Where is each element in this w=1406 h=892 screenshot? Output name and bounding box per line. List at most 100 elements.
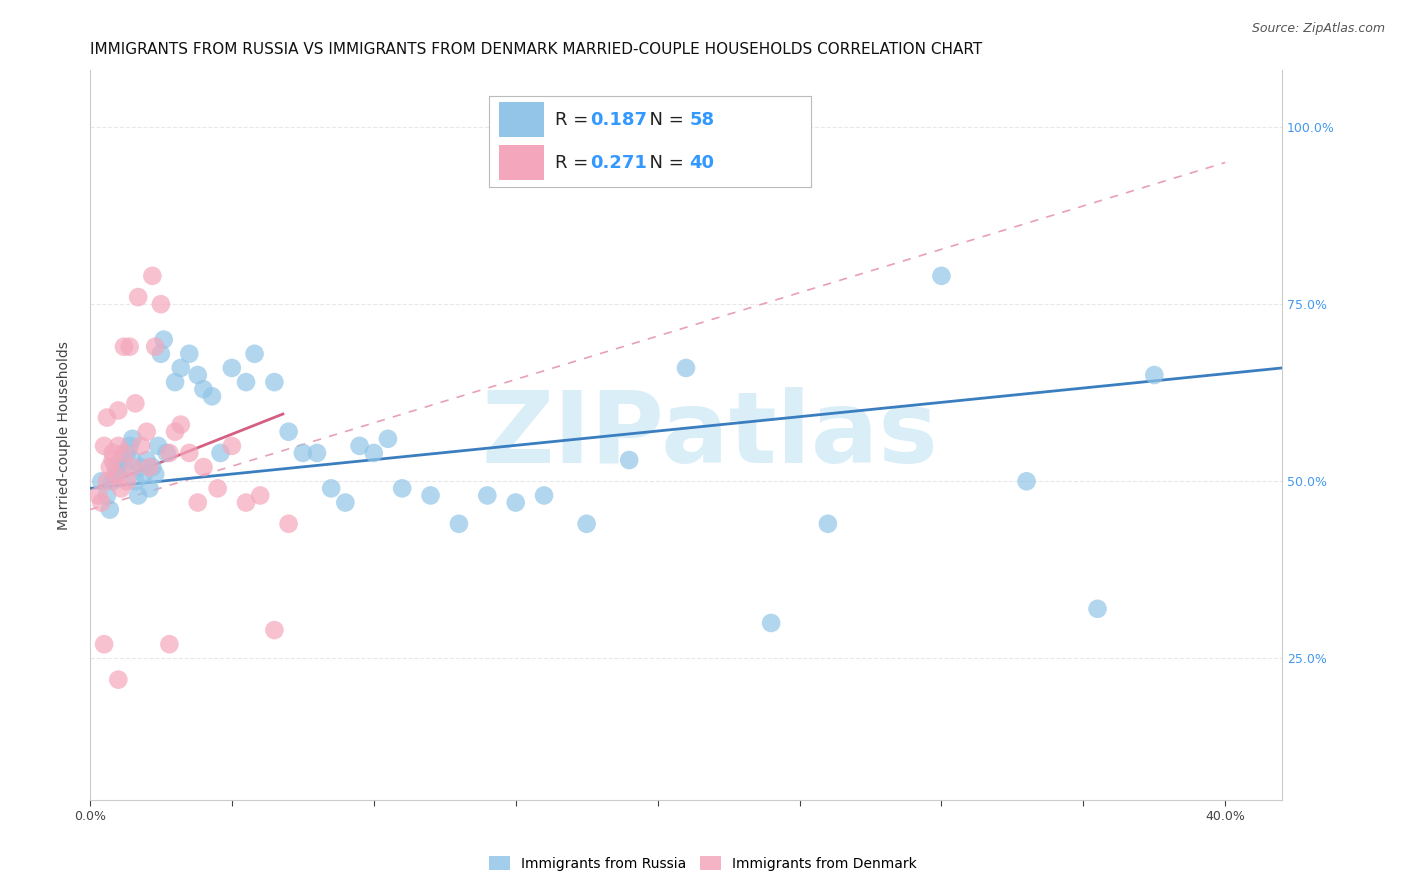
Point <box>141 268 163 283</box>
Point <box>96 488 118 502</box>
Point <box>149 347 172 361</box>
Point <box>1087 602 1109 616</box>
Point <box>96 475 118 489</box>
Point <box>187 495 209 509</box>
Point <box>121 432 143 446</box>
Point <box>165 375 187 389</box>
Text: IMMIGRANTS FROM RUSSIA VS IMMIGRANTS FROM DENMARK MARRIED-COUPLE HOUSEHOLDS CORR: IMMIGRANTS FROM RUSSIA VS IMMIGRANTS FRO… <box>90 42 983 57</box>
Point <box>575 516 598 531</box>
Point <box>447 516 470 531</box>
Point <box>90 495 112 509</box>
Point <box>157 637 180 651</box>
Text: R =: R = <box>555 111 593 128</box>
Point <box>391 482 413 496</box>
Point <box>619 453 641 467</box>
Point <box>104 467 127 482</box>
Point <box>193 382 215 396</box>
Point <box>110 453 132 467</box>
Point <box>138 460 160 475</box>
Y-axis label: Married-couple Households: Married-couple Households <box>58 341 72 530</box>
Point <box>221 439 243 453</box>
Point <box>165 425 187 439</box>
Point <box>96 410 118 425</box>
Point <box>377 432 399 446</box>
Point <box>129 439 152 453</box>
Point <box>305 446 328 460</box>
Point <box>931 268 953 283</box>
Point <box>179 347 201 361</box>
Point <box>221 360 243 375</box>
Point <box>477 488 499 502</box>
Point <box>143 467 166 482</box>
Point <box>118 439 141 453</box>
Point <box>115 446 138 460</box>
Point <box>101 453 124 467</box>
Point <box>118 340 141 354</box>
Point <box>124 475 146 489</box>
Point <box>817 516 839 531</box>
Point <box>135 425 157 439</box>
Point <box>170 417 193 432</box>
Point <box>207 482 229 496</box>
Text: 40: 40 <box>689 153 714 171</box>
Point <box>101 475 124 489</box>
Text: 0.187: 0.187 <box>591 111 648 128</box>
Point <box>759 615 782 630</box>
Point <box>193 460 215 475</box>
Point <box>263 623 285 637</box>
Point <box>235 495 257 509</box>
Point <box>277 516 299 531</box>
Point <box>187 368 209 382</box>
Point <box>321 482 343 496</box>
Point <box>1143 368 1166 382</box>
Point <box>107 467 129 482</box>
Point <box>112 446 135 460</box>
Point <box>127 290 149 304</box>
Point <box>107 403 129 417</box>
Point <box>505 495 527 509</box>
Point <box>87 488 110 502</box>
Point <box>363 446 385 460</box>
Point <box>98 502 121 516</box>
Point <box>419 488 441 502</box>
Point <box>675 360 697 375</box>
Point <box>335 495 357 509</box>
Point <box>107 673 129 687</box>
Point <box>243 347 266 361</box>
Point <box>132 467 155 482</box>
Point <box>149 297 172 311</box>
Text: R =: R = <box>555 153 593 171</box>
Point <box>141 460 163 475</box>
Text: 58: 58 <box>689 111 714 128</box>
Point <box>129 460 152 475</box>
Point <box>533 488 555 502</box>
Point <box>143 340 166 354</box>
Point <box>291 446 314 460</box>
Text: Source: ZipAtlas.com: Source: ZipAtlas.com <box>1251 22 1385 36</box>
Point <box>98 460 121 475</box>
Point <box>121 460 143 475</box>
Point <box>124 396 146 410</box>
Point <box>152 333 174 347</box>
Point <box>104 460 127 475</box>
Point <box>135 453 157 467</box>
Point <box>112 340 135 354</box>
Point <box>235 375 257 389</box>
Point <box>155 446 177 460</box>
Text: N =: N = <box>638 153 690 171</box>
Point <box>93 439 115 453</box>
Point <box>201 389 224 403</box>
Point <box>127 488 149 502</box>
Legend: Immigrants from Russia, Immigrants from Denmark: Immigrants from Russia, Immigrants from … <box>484 850 922 876</box>
Point <box>146 439 169 453</box>
Point <box>209 446 232 460</box>
Text: N =: N = <box>638 111 690 128</box>
Point <box>249 488 271 502</box>
Point <box>157 446 180 460</box>
Point <box>115 475 138 489</box>
Point <box>263 375 285 389</box>
Point <box>101 446 124 460</box>
Point <box>107 439 129 453</box>
Point <box>121 453 143 467</box>
Point <box>138 482 160 496</box>
